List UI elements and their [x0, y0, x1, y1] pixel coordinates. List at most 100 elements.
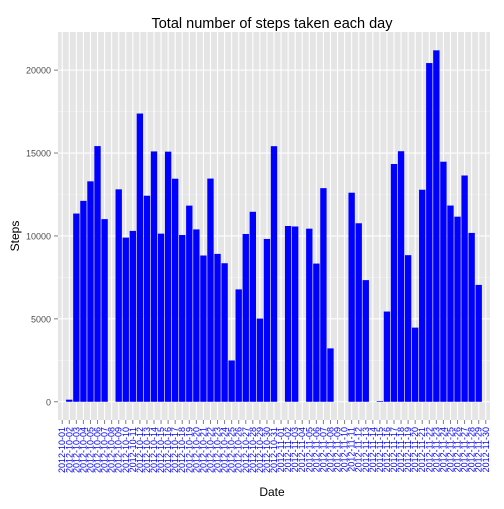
bar	[348, 192, 355, 402]
bar	[270, 146, 278, 402]
x-axis: 2012-10-012012-10-022012-10-032012-10-04…	[57, 420, 491, 473]
y-tick-label: 20000	[26, 66, 51, 76]
bar	[200, 255, 207, 402]
y-axis-label: Steps	[8, 221, 22, 252]
bar	[214, 253, 221, 402]
bar	[263, 238, 271, 402]
bar	[207, 178, 214, 402]
bar	[172, 178, 179, 402]
bar	[73, 213, 80, 402]
bar	[164, 151, 172, 402]
x-tick-label: 2012-11-16	[382, 427, 392, 472]
x-tick-label: 2012-11-05	[304, 427, 314, 472]
x-tick-label: 2012-11-07	[318, 427, 328, 472]
bar	[383, 311, 391, 402]
bar	[454, 216, 461, 402]
bar	[179, 235, 186, 402]
bar	[362, 280, 369, 402]
bar	[468, 232, 475, 402]
x-tick-label: 2012-11-21	[417, 427, 427, 472]
x-tick-label: 2012-10-05	[85, 427, 95, 473]
x-tick-label: 2012-10-13	[142, 427, 152, 473]
chart-title: Total number of steps taken each day	[151, 16, 393, 32]
x-tick-label: 2012-11-02	[283, 427, 293, 472]
bar	[447, 205, 454, 402]
x-tick-label: 2012-11-24	[438, 427, 448, 472]
x-tick-label: 2012-11-27	[460, 427, 470, 472]
bar	[376, 401, 384, 402]
bar	[433, 50, 440, 402]
x-tick-label: 2012-10-25	[227, 427, 237, 473]
y-tick-label: 5000	[31, 314, 51, 324]
y-axis: 0 5000 10000 15000 20000	[26, 66, 58, 407]
x-tick-label: 2012-10-15	[156, 427, 166, 473]
x-tick-label: 2012-11-13	[361, 427, 371, 472]
x-tick-label: 2012-11-12	[354, 427, 364, 472]
bar	[235, 289, 242, 402]
x-tick-label: 2012-11-06	[311, 427, 321, 472]
bar	[412, 327, 419, 402]
y-tick-label: 10000	[26, 231, 51, 241]
bar	[186, 205, 193, 402]
x-tick-label: 2012-11-30	[481, 427, 491, 472]
bar	[136, 113, 144, 402]
x-tick-label: 2012-11-03	[290, 427, 300, 472]
x-tick-label: 2012-11-28	[467, 427, 477, 472]
x-tick-label: 2012-11-23	[431, 427, 441, 472]
x-tick-label: 2012-10-04	[78, 427, 88, 473]
bar	[292, 226, 299, 402]
x-axis-label: Date	[259, 485, 285, 499]
x-tick-label: 2012-11-17	[389, 427, 399, 472]
x-tick-label: 2012-10-17	[170, 427, 180, 473]
bar	[94, 146, 101, 402]
bar	[193, 229, 200, 402]
bar	[475, 284, 482, 402]
x-tick-label: 2012-11-18	[396, 427, 406, 472]
bar	[87, 181, 94, 402]
bar	[66, 399, 73, 402]
x-tick-label: 2012-10-12	[135, 427, 145, 473]
x-tick-label: 2012-10-22	[205, 427, 215, 473]
x-tick-label: 2012-10-16	[163, 427, 173, 473]
bars-group	[66, 50, 482, 402]
bar	[320, 188, 327, 402]
x-tick-label: 2012-10-06	[93, 427, 103, 473]
bar	[122, 237, 129, 402]
x-tick-label: 2012-10-23	[213, 427, 223, 473]
bar	[390, 164, 398, 402]
x-tick-label: 2012-10-29	[255, 427, 265, 473]
bar	[80, 200, 87, 402]
x-tick-label: 2012-11-26	[453, 427, 463, 472]
x-tick-label: 2012-10-30	[262, 427, 272, 473]
x-tick-label: 2012-11-29	[474, 427, 484, 472]
bar	[426, 63, 433, 402]
bar	[397, 151, 405, 402]
x-tick-label: 2012-10-02	[64, 427, 74, 473]
bar	[306, 228, 313, 402]
bar	[157, 233, 165, 402]
bar	[101, 219, 108, 402]
bar	[228, 360, 235, 402]
x-tick-label: 2012-11-15	[375, 427, 385, 472]
bar	[256, 318, 264, 402]
x-tick-label: 2012-10-20	[191, 427, 201, 473]
x-tick-label: 2012-11-25	[445, 427, 455, 472]
bar	[461, 175, 468, 402]
bar	[419, 189, 426, 402]
x-tick-label: 2012-10-27	[241, 427, 251, 473]
bar	[115, 189, 122, 402]
bar	[221, 263, 228, 402]
x-tick-label: 2012-10-03	[71, 427, 81, 473]
x-tick-label: 2012-10-28	[248, 427, 258, 473]
bar	[150, 151, 158, 402]
x-tick-label: 2012-10-01	[57, 427, 67, 473]
bar	[404, 255, 412, 402]
x-tick-label: 2012-11-09	[333, 427, 343, 472]
x-tick-label: 2012-11-14	[368, 427, 378, 472]
bar	[313, 263, 320, 402]
y-tick-label: 0	[46, 397, 51, 407]
x-tick-label: 2012-11-01	[276, 427, 286, 472]
bar	[143, 195, 151, 402]
